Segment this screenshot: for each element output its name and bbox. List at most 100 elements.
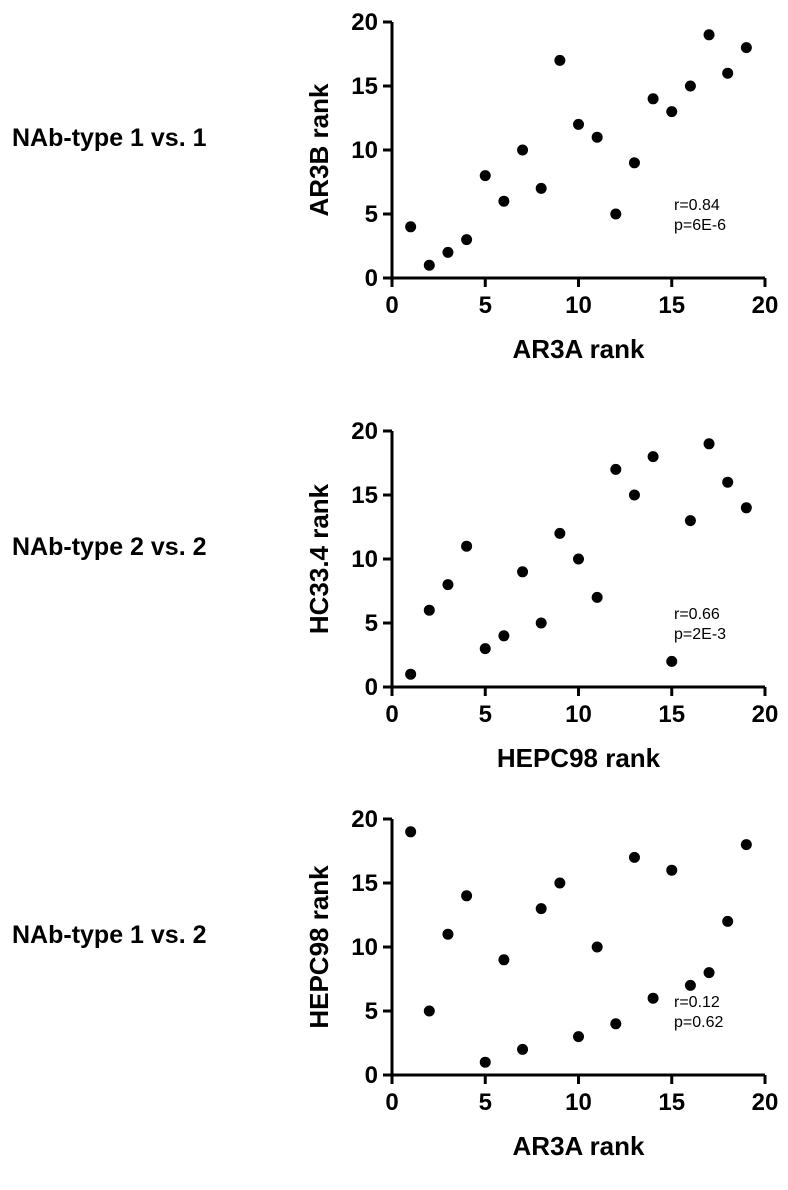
data-point	[628, 157, 640, 169]
data-point	[740, 42, 752, 54]
x-tick-label: 10	[565, 1089, 592, 1116]
y-tick-label: 15	[351, 482, 378, 509]
y-tick-label: 20	[351, 418, 378, 445]
data-point	[740, 839, 752, 851]
data-point	[684, 979, 696, 991]
data-point	[591, 591, 603, 603]
p-value-annotation: p=6E-6	[674, 217, 726, 234]
data-point	[423, 259, 435, 271]
row-label-1: NAb-type 1 vs. 1	[12, 124, 207, 152]
row-label-2: NAb-type 2 vs. 2	[12, 533, 207, 561]
data-point	[498, 195, 510, 207]
data-point	[442, 246, 454, 258]
y-tick-label: 5	[365, 201, 378, 228]
x-tick-label: 10	[565, 701, 592, 728]
x-tick-label: 5	[479, 1089, 492, 1116]
data-point	[703, 967, 715, 979]
data-point	[554, 54, 566, 66]
data-point	[703, 438, 715, 450]
data-point	[573, 553, 584, 565]
data-point	[628, 851, 640, 863]
data-point	[423, 604, 435, 616]
data-point	[535, 182, 547, 194]
y-axis-label: HEPC98 rank	[304, 865, 334, 1029]
x-tick-label: 10	[565, 292, 592, 319]
x-tick-label: 20	[752, 1089, 779, 1116]
data-point	[666, 106, 678, 118]
data-point	[405, 221, 417, 233]
panel-3: NAb-type 1 vs. 2 0 5 10 15 20 0 5 10 15 20 AR3A ra…	[0, 797, 788, 1187]
x-tick-label: 5	[479, 292, 492, 319]
y-tick-label: 5	[365, 998, 378, 1025]
y-tick-label: 10	[351, 137, 378, 164]
r-value-annotation: r=0.66	[674, 606, 720, 623]
y-tick-label: 0	[365, 265, 378, 292]
data-point	[479, 170, 491, 182]
y-tick-label: 15	[351, 870, 378, 897]
x-axis-label: AR3A rank	[513, 334, 646, 364]
data-point	[740, 502, 752, 514]
data-point	[517, 1043, 529, 1055]
y-tick-label: 20	[351, 9, 378, 36]
data-point	[722, 915, 734, 927]
data-point	[628, 489, 640, 501]
scatter-plot-2: 0 5 10 15 20 0 5 10 15 20 HEPC98 rank HC33.4 rank r=…	[304, 418, 779, 773]
data-point	[554, 877, 566, 889]
data-point	[498, 630, 510, 642]
data-point	[647, 451, 659, 463]
data-point	[666, 655, 678, 667]
data-point	[610, 463, 622, 475]
data-point	[591, 941, 603, 953]
data-point	[405, 668, 417, 680]
y-tick-label: 20	[351, 806, 378, 833]
x-tick-label: 15	[658, 701, 685, 728]
y-axis-label: AR3B rank	[304, 83, 334, 216]
panel-1: NAb-type 1 vs. 1 0 5 10 15 20 0 5 10 15 20 AR3A ra…	[0, 0, 788, 390]
r-value-annotation: r=0.12	[674, 994, 720, 1011]
x-tick-label: 15	[658, 292, 685, 319]
data-point	[722, 476, 734, 488]
y-tick-label: 15	[351, 73, 378, 100]
data-point	[479, 643, 491, 655]
data-point	[461, 234, 473, 246]
y-tick-label: 10	[351, 934, 378, 961]
data-point	[666, 864, 678, 876]
y-tick-label: 10	[351, 546, 378, 573]
y-tick-label: 5	[365, 610, 378, 637]
data-point	[535, 903, 547, 915]
data-point	[647, 992, 659, 1004]
data-point	[517, 144, 529, 156]
scatter-plot-3: 0 5 10 15 20 0 5 10 15 20 AR3A rank HEPC98 rank r=0.…	[304, 806, 779, 1161]
data-point	[442, 579, 454, 591]
x-axis-label: AR3A rank	[513, 1131, 646, 1161]
data-point	[684, 80, 696, 92]
data-point	[610, 1018, 622, 1030]
x-tick-label: 20	[752, 701, 779, 728]
y-tick-label: 0	[365, 1062, 378, 1089]
data-point	[442, 928, 454, 940]
x-tick-label: 0	[385, 292, 398, 319]
data-point	[461, 540, 473, 552]
p-value-annotation: p=2E-3	[674, 626, 726, 643]
y-tick-label: 0	[365, 674, 378, 701]
data-point	[461, 890, 473, 902]
x-tick-label: 0	[385, 701, 398, 728]
scatter-plot-1: 0 5 10 15 20 0 5 10 15 20 AR3A rank AR3B rank r=0.84…	[304, 9, 779, 364]
data-point	[479, 1056, 491, 1068]
data-point	[573, 1031, 584, 1043]
data-point	[517, 566, 529, 578]
data-point	[405, 826, 417, 838]
data-point	[722, 67, 734, 79]
x-tick-label: 0	[385, 1089, 398, 1116]
panel-2: NAb-type 2 vs. 2 0 5 10 15 20 0 5 10 15 20 HEPC98 …	[0, 409, 788, 799]
data-point	[703, 29, 715, 41]
x-tick-label: 5	[479, 701, 492, 728]
data-point	[591, 131, 603, 143]
p-value-annotation: p=0.62	[674, 1014, 723, 1031]
row-label-3: NAb-type 1 vs. 2	[12, 921, 207, 949]
y-axis-label: HC33.4 rank	[304, 483, 334, 634]
data-point	[554, 527, 566, 539]
r-value-annotation: r=0.84	[674, 197, 720, 214]
x-tick-label: 20	[752, 292, 779, 319]
data-point	[498, 954, 510, 966]
